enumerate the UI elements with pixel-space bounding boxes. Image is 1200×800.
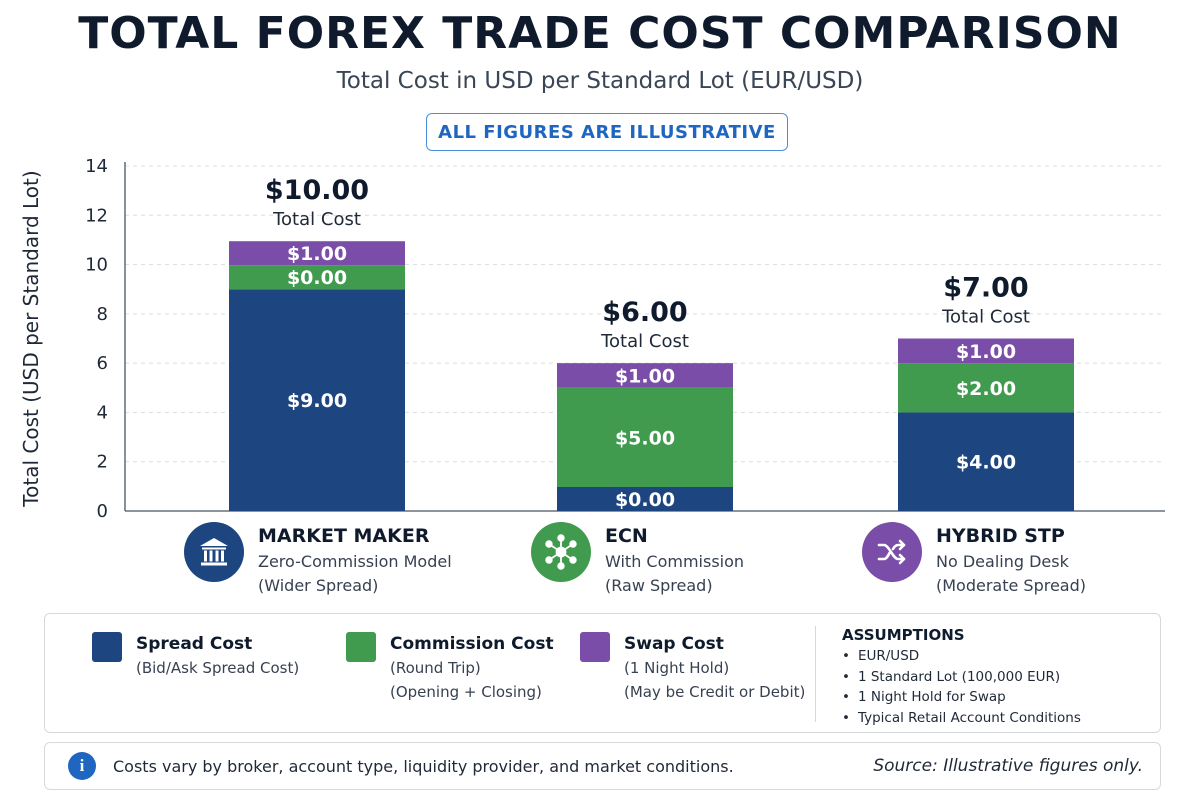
legend-name: Spread Cost [136,634,253,654]
bar-segment-label: $0.00 [287,267,347,289]
source-label: Source: [873,756,938,776]
legend-desc: (May be Credit or Debit) [624,683,806,701]
broker-desc-line1: Zero-Commission Model [258,552,452,571]
bar-segment-label: $4.00 [956,452,1016,474]
legend-swatch [346,632,376,662]
source-text: Source: Illustrative figures only. [873,756,1143,776]
source-value: Illustrative figures only. [943,756,1143,776]
y-tick-label: 8 [97,304,108,325]
broker-name: MARKET MAKER [258,525,430,547]
assumptions-list: EUR/USD 1 Standard Lot (100,000 EUR) 1 N… [842,646,1081,728]
page-subtitle: Total Cost in USD per Standard Lot (EUR/… [336,68,864,94]
bar-total-caption: Total Cost [600,331,689,352]
bar-segment-label: $1.00 [287,243,347,265]
bar-total-caption: Total Cost [272,209,361,230]
assumption-item: 1 Standard Lot (100,000 EUR) [842,667,1081,688]
illustrative-badge: ALL FIGURES ARE ILLUSTRATIVE [426,113,788,151]
legend-desc: (1 Night Hold) [624,659,730,677]
assumption-item: 1 Night Hold for Swap [842,687,1081,708]
bar-total-value: $7.00 [943,273,1028,304]
legend-item-swap: Swap Cost (1 Night Hold) (May be Credit … [580,632,805,704]
assumptions-title: ASSUMPTIONS [842,626,965,644]
broker-name: ECN [605,525,648,547]
legend-panel: Spread Cost (Bid/Ask Spread Cost) Commis… [44,613,1161,733]
bank-icon [184,522,244,582]
bar-segment [898,412,1074,511]
assumptions-block: ASSUMPTIONS EUR/USD 1 Standard Lot (100,… [842,624,1081,728]
y-tick-label: 12 [85,205,108,226]
bar-segment [557,387,733,487]
footer-note: i Costs vary by broker, account type, li… [44,742,1161,790]
broker-name: HYBRID STP [936,525,1065,547]
legend-item-spread: Spread Cost (Bid/Ask Spread Cost) [92,632,299,680]
broker-desc-line2: (Raw Spread) [605,576,713,595]
broker-hybrid-stp: HYBRID STP No Dealing Desk (Moderate Spr… [862,522,1086,598]
legend-name: Commission Cost [390,634,554,654]
network-hub-icon [531,522,591,582]
legend-desc: (Round Trip) [390,659,481,677]
y-tick-label: 4 [97,402,108,423]
bar-segment-label: $0.00 [615,489,675,511]
legend-desc: (Opening + Closing) [390,683,542,701]
broker-desc-line1: With Commission [605,552,745,571]
shuffle-icon [862,522,922,582]
page-title: TOTAL FOREX TRADE COST COMPARISON [78,8,1122,59]
y-tick-label: 14 [85,156,108,177]
disclaimer-text: Costs vary by broker, account type, liqu… [113,756,734,776]
y-tick-label: 0 [97,501,108,520]
bar-segment [557,487,733,511]
broker-desc-line2: (Wider Spread) [258,576,379,595]
legend-name: Swap Cost [624,634,724,654]
legend-item-commission: Commission Cost (Round Trip) (Opening + … [346,632,554,704]
bar-segment [898,363,1074,413]
bar-total-value: $10.00 [265,175,369,206]
bar-segment [229,241,405,266]
bar-segment [557,363,733,388]
bar-segment-label: $1.00 [956,341,1016,363]
assumption-item: Typical Retail Account Conditions [842,708,1081,729]
broker-desc-line1: No Dealing Desk [936,552,1069,571]
y-tick-label: 6 [97,353,108,374]
legend-divider [815,626,816,722]
bar-segment-label: $5.00 [615,427,675,449]
bar-total-value: $6.00 [602,297,687,328]
broker-market-maker: MARKET MAKER Zero-Commission Model (Wide… [184,522,452,598]
bar-segment-label: $9.00 [287,390,347,412]
bar-segment [229,265,405,290]
bar-segment [229,289,405,511]
bar-segment-label: $1.00 [615,365,675,387]
legend-swatch [92,632,122,662]
broker-ecn: ECN With Commission (Raw Spread) [531,522,744,598]
bar-segment [898,338,1074,364]
assumption-item: EUR/USD [842,646,1081,667]
y-axis-title: Total Cost (USD per Standard Lot) [19,170,43,507]
info-icon: i [68,752,96,780]
bar-segment-label: $2.00 [956,378,1016,400]
stacked-bar-chart: 0 2 4 6 8 10 12 14 Total Cost (USD per Standard … [19,156,1165,520]
legend-desc: (Bid/Ask Spread Cost) [136,659,300,677]
y-tick-label: 10 [85,255,108,276]
legend-swatch [580,632,610,662]
y-tick-label: 2 [97,452,108,473]
broker-desc-line2: (Moderate Spread) [936,576,1087,595]
bar-total-caption: Total Cost [941,307,1030,328]
